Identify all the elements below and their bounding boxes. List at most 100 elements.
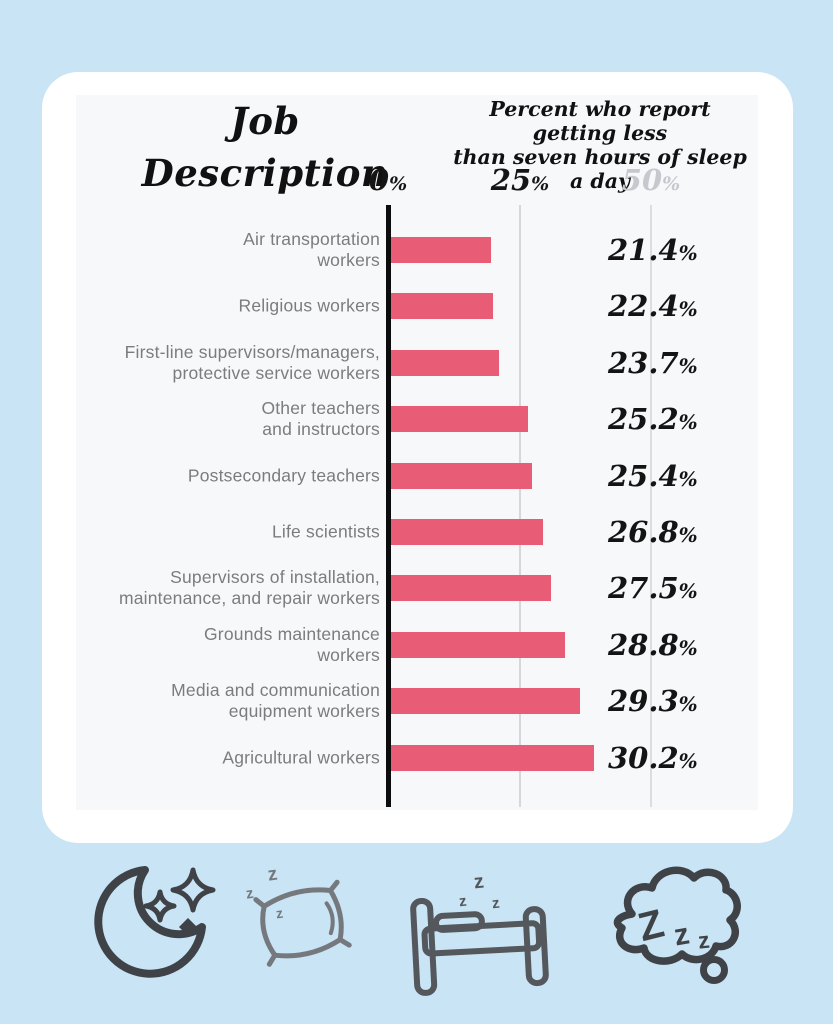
value-bar (391, 575, 551, 602)
category-label-line: protective service workers (172, 362, 380, 383)
svg-text:z: z (473, 871, 485, 894)
percent-sign: % (678, 579, 698, 604)
value-label: 22.4% (608, 289, 698, 323)
dream-cloud-icon: Z z z (613, 866, 741, 984)
category-label-line: Postsecondary teachers (187, 465, 380, 486)
value-bar (391, 744, 594, 771)
value-bar (391, 688, 580, 715)
category-label-line: and instructors (262, 419, 380, 440)
chart-panel: Job Description Percent who report getti… (76, 95, 758, 810)
category-label: Supervisors of installation, maintenance,… (76, 567, 380, 609)
value-bar (391, 519, 543, 545)
category-label-line: Supervisors of installation, (170, 567, 380, 588)
value-label: 28.8% (608, 628, 698, 662)
value-number: 21.4 (608, 233, 679, 267)
percent-sign: % (678, 410, 698, 435)
category-label-line: Life scientists (271, 521, 380, 542)
chart-row: Other teachers and instructors 25.2% (76, 391, 758, 447)
x-tick-0: 0% (368, 163, 408, 197)
category-label: Postsecondary teachers (76, 465, 380, 486)
value-label: 23.7% (608, 346, 698, 380)
chart-row: Media and communication equipment workers… (76, 673, 758, 729)
category-label-line: Grounds maintenance (204, 623, 380, 644)
category-label-line: equipment workers (228, 701, 380, 722)
value-number: 25.4 (608, 458, 679, 493)
zero-axis-line (386, 205, 391, 807)
chart-row: Life scientists 26.8% (76, 504, 758, 560)
value-number: 28.8 (608, 627, 679, 662)
category-label-line: Other teachers (261, 398, 380, 419)
category-label-line: Air transportation (243, 229, 380, 249)
value-bar (391, 293, 493, 320)
value-number: 30.2 (608, 740, 679, 775)
column-header-job-description: Job Description (141, 99, 389, 195)
column-header-percent-line1: Percent who report getting less (489, 97, 711, 145)
category-label-line: Agricultural workers (222, 747, 380, 768)
category-label-line: Religious workers (238, 295, 380, 316)
chart-row: Supervisors of installation, maintenance,… (76, 560, 758, 616)
value-label: 21.4% (608, 233, 698, 267)
category-label-line: First-line supervisors/managers, (124, 341, 380, 362)
category-label: Life scientists (76, 522, 380, 543)
percent-sign: % (678, 692, 698, 717)
svg-text:z: z (697, 927, 711, 954)
value-number: 27.5 (608, 571, 679, 606)
category-label: Religious workers (76, 296, 380, 317)
percent-sign: % (678, 466, 698, 491)
column-header-percent: Percent who report getting less than sev… (450, 97, 750, 193)
moon-and-stars-icon (94, 866, 216, 978)
value-number: 22.4 (608, 289, 679, 324)
category-label: First-line supervisors/managers, protecti… (76, 342, 380, 384)
value-label: 30.2% (608, 741, 698, 775)
chart-row: Postsecondary teachers 25.4% (76, 448, 758, 504)
value-label: 25.4% (608, 459, 698, 493)
category-label: Grounds maintenance workers (76, 624, 380, 666)
svg-text:z: z (458, 893, 467, 911)
value-number: 25.2 (608, 402, 679, 437)
value-bar (391, 462, 532, 489)
svg-text:Z: Z (634, 902, 668, 951)
percent-sign: % (678, 241, 698, 265)
value-label: 25.2% (608, 402, 698, 436)
sleeping-pillow-icon: z z z (245, 864, 352, 967)
category-label-line: Media and communication (171, 680, 380, 701)
value-number: 26.8 (608, 515, 679, 549)
svg-text:z: z (491, 895, 500, 913)
svg-text:z: z (266, 864, 278, 886)
column-header-percent-line2: than seven hours of sleep a day (453, 145, 747, 193)
chart-card: Job Description Percent who report getti… (42, 72, 793, 843)
value-bar (391, 406, 528, 433)
chart-row: Religious workers 22.4% (76, 278, 758, 334)
percent-sign: % (678, 297, 698, 322)
value-bar (391, 237, 491, 263)
value-label: 27.5% (608, 571, 698, 605)
category-label: Air transportation workers (76, 229, 380, 271)
category-label-line: workers (317, 250, 380, 270)
x-tick-25: 25% (490, 163, 550, 197)
category-label-line: maintenance, and repair workers (118, 588, 380, 609)
chart-row: Agricultural workers 30.2% (76, 730, 758, 786)
gridline-50pct (650, 205, 652, 807)
svg-text:z: z (245, 885, 255, 903)
value-number: 29.3 (608, 684, 679, 719)
category-label: Agricultural workers (76, 747, 380, 768)
value-label: 26.8% (608, 515, 698, 549)
value-bar (391, 631, 565, 658)
category-label: Media and communication equipment workers (76, 680, 380, 722)
x-tick-50: 50% (621, 163, 681, 197)
value-label: 29.3% (608, 684, 698, 718)
value-number: 23.7 (608, 345, 679, 380)
value-bar (391, 349, 499, 376)
percent-sign: % (678, 748, 698, 773)
bed-icon: z z z (410, 871, 549, 996)
svg-text:z: z (671, 917, 692, 952)
percent-sign: % (678, 523, 698, 547)
chart-row: Air transportation workers 21.4% (76, 222, 758, 278)
percent-sign: % (678, 353, 698, 378)
gridline-25pct (519, 205, 521, 807)
svg-text:z: z (275, 905, 284, 922)
chart-row: First-line supervisors/managers, protecti… (76, 335, 758, 391)
category-label: Other teachers and instructors (76, 398, 380, 440)
percent-sign: % (678, 635, 698, 660)
category-label-line: workers (317, 644, 380, 665)
